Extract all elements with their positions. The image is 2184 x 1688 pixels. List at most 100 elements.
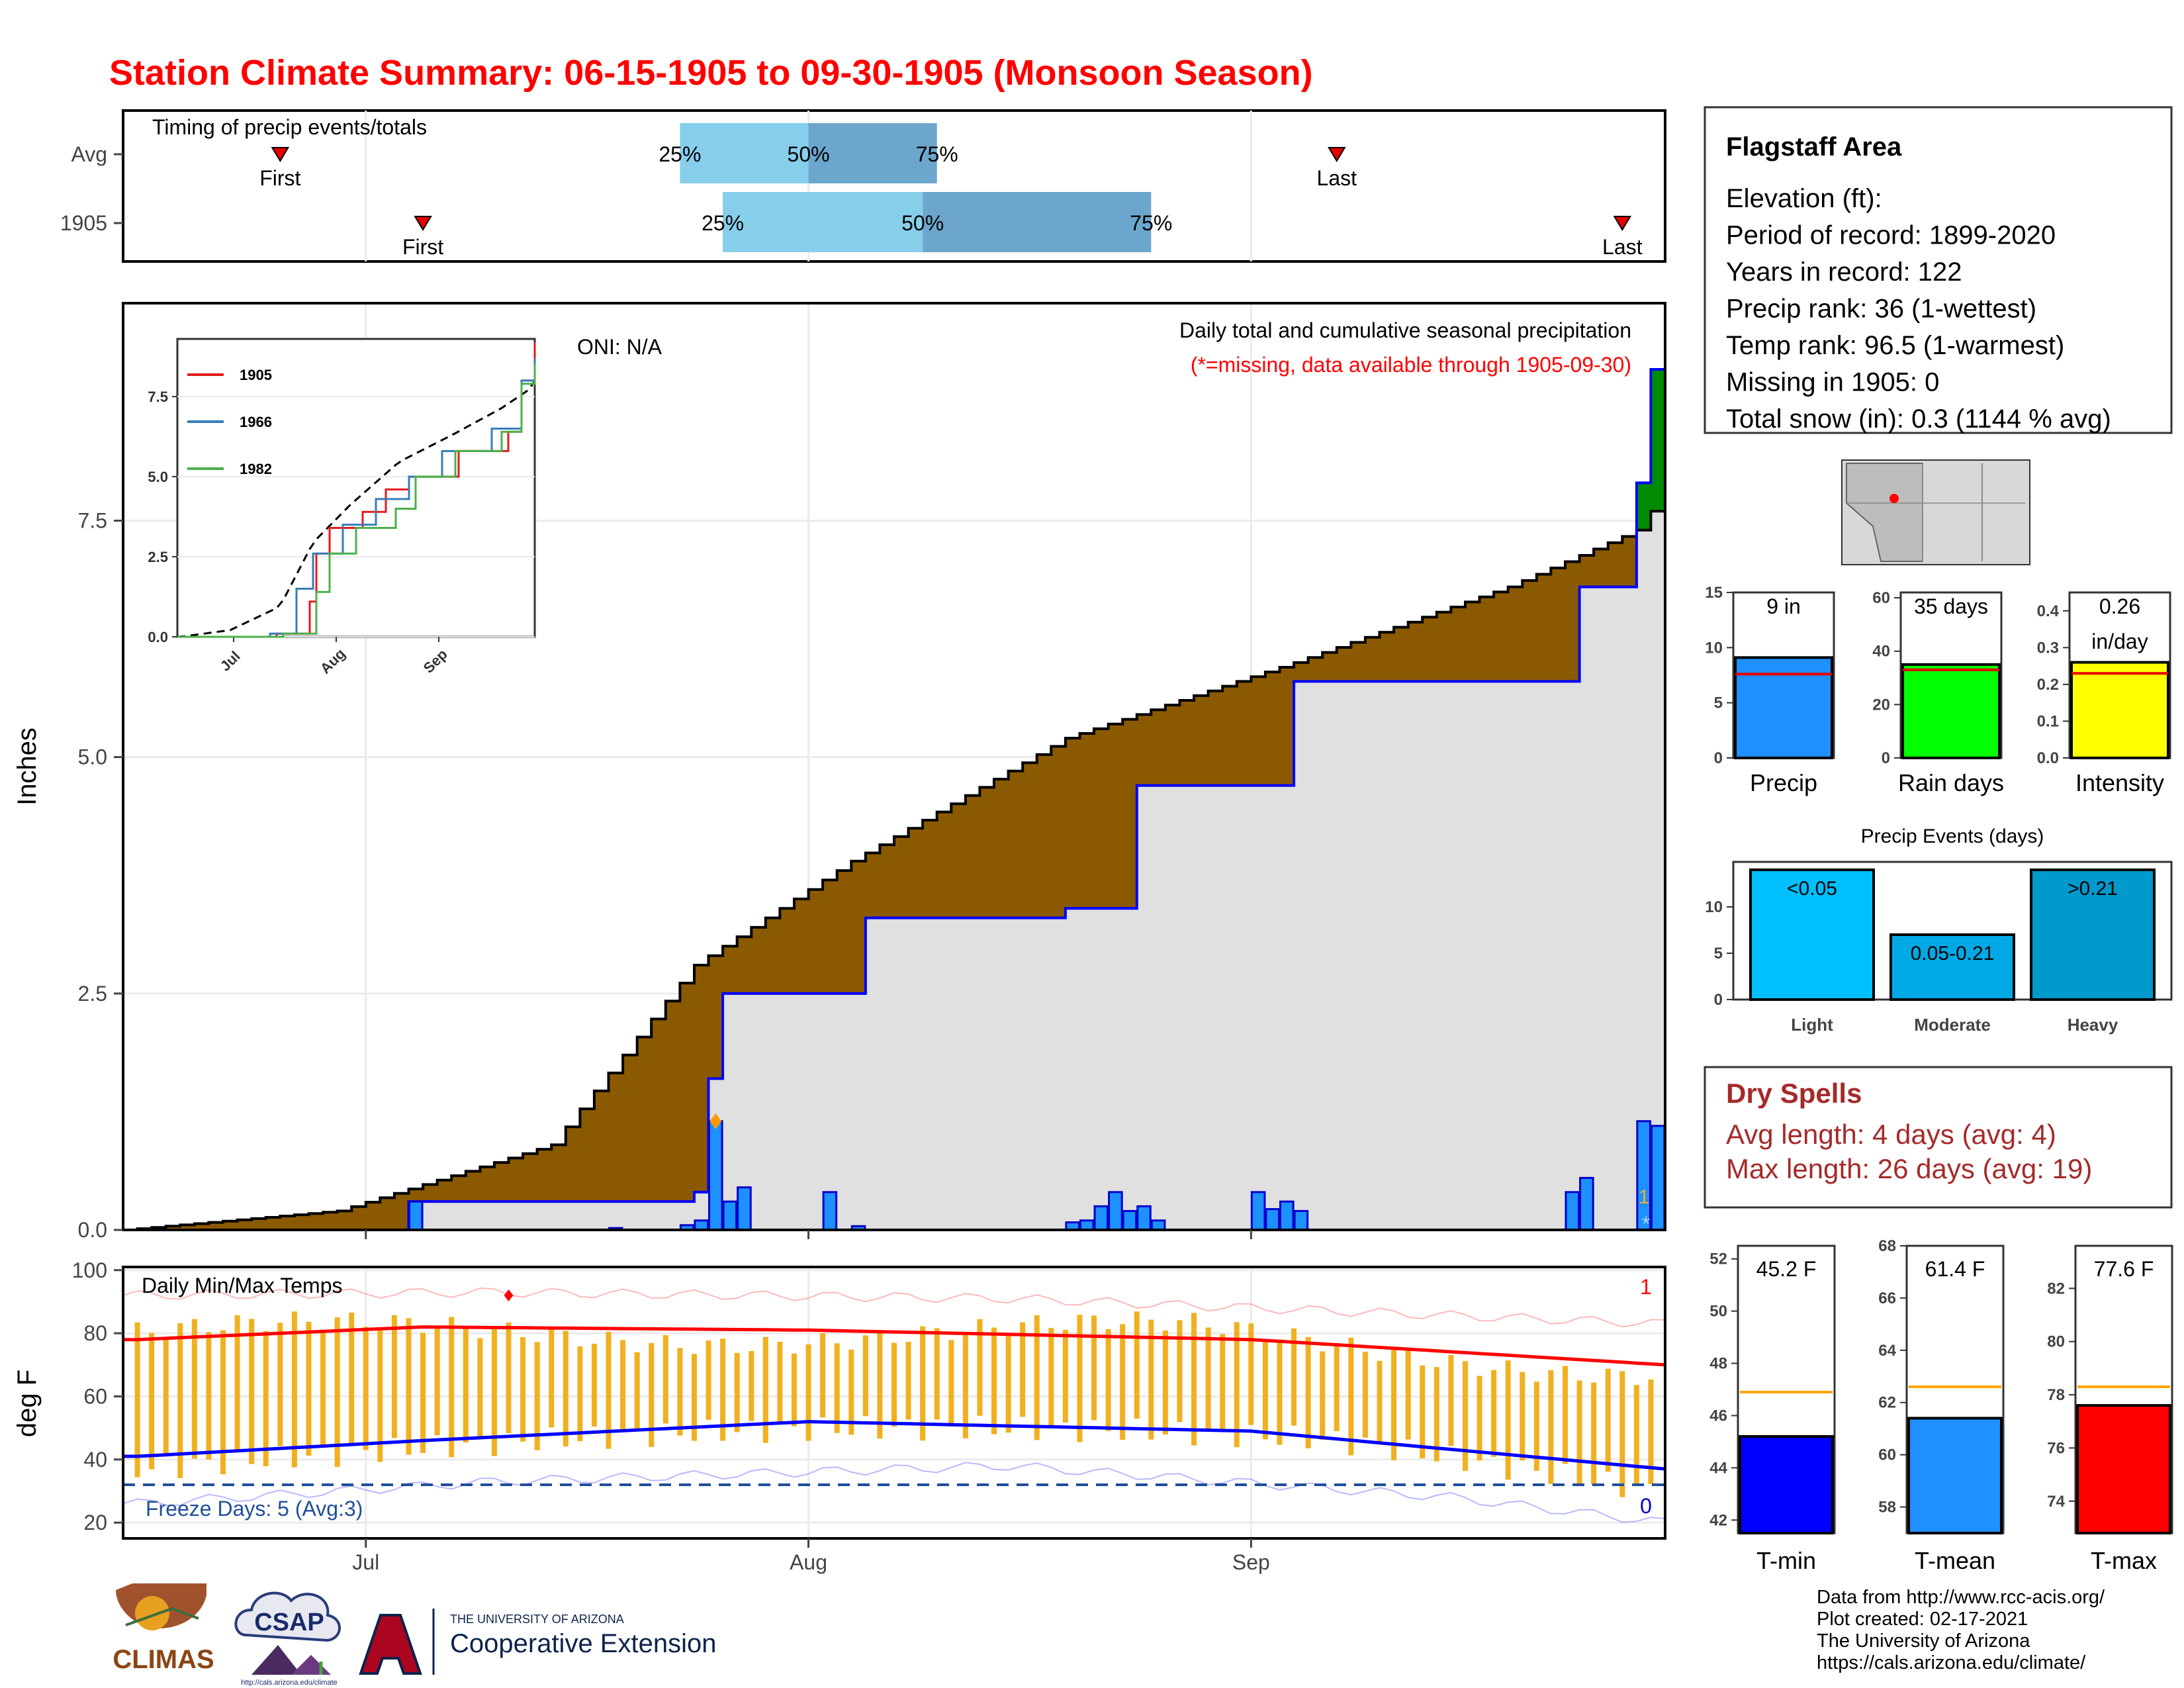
station-info-line: Years in record: 122: [1726, 258, 1962, 287]
missing-marker: *: [1642, 1212, 1650, 1236]
hot-count-label: 1: [1640, 1275, 1652, 1299]
daily-temp-bar: [734, 1352, 740, 1432]
timing-pct-label: 25%: [659, 142, 701, 166]
inset-y-tick-label: 5.0: [148, 469, 168, 485]
daily-temp-bar: [1591, 1382, 1597, 1485]
daily-temp-bar: [549, 1329, 555, 1428]
station-info-line: Temp rank: 96.5 (1-warmest): [1726, 331, 2064, 360]
mini-bar-y-tick-label: 40: [1872, 643, 1890, 661]
daily-temp-bar: [1091, 1315, 1097, 1421]
station-info-line: Missing in 1905: 0: [1726, 368, 1939, 397]
temp-y-tick-label: 60: [83, 1384, 107, 1408]
inset-series-line: [177, 358, 536, 638]
timing-panel-label: Timing of precip events/totals: [152, 115, 427, 139]
daily-temp-bar: [1048, 1328, 1054, 1426]
daily-temp-bar: [1420, 1365, 1426, 1459]
daily-temp-bar: [1177, 1320, 1183, 1423]
temp-summary-y-tick-label: 68: [1878, 1237, 1896, 1255]
csap-cloud-icon: [234, 1591, 341, 1642]
daily-temp-bar: [163, 1338, 169, 1457]
avg-cumulative-line: [123, 510, 1665, 1231]
inset-legend-label: 1966: [240, 414, 272, 430]
daily-temp-bar: [391, 1315, 397, 1438]
daily-temp-bar: [1162, 1330, 1168, 1434]
event-bar: [1749, 868, 1875, 1001]
temp-summary-y-tick-label: 78: [2047, 1386, 2065, 1404]
temp-panel-frame: [122, 1266, 1666, 1540]
daily-temp-bar: [1220, 1334, 1226, 1430]
daily-precip-bar: [1136, 1205, 1152, 1231]
daily-precip-bar: [822, 1191, 838, 1231]
csap-logo-text: CSAP: [254, 1609, 324, 1636]
station-info-box: [1704, 106, 2173, 434]
footer-line: Plot created: 02-17-2021: [1817, 1609, 2028, 1630]
temp-y-tick-label: 80: [83, 1321, 107, 1345]
observed-cumulative-area: [123, 369, 1665, 1230]
timing-box-25-50: [680, 123, 809, 183]
daily-temp-bar: [991, 1327, 997, 1434]
daily-temp-bar: [962, 1332, 968, 1438]
first-event-label: First: [402, 235, 443, 259]
inset-y-tick-label: 0.0: [148, 629, 168, 645]
mini-bar: [2070, 661, 2169, 759]
mini-bar-y-tick-label: 5: [1714, 694, 1723, 712]
last-event-label: Last: [1317, 166, 1357, 190]
daily-temp-bar: [291, 1311, 297, 1468]
daily-temp-bar: [920, 1326, 926, 1441]
daily-temp-bar: [948, 1340, 954, 1427]
daily-temp-bar: [249, 1319, 255, 1464]
daily-temp-bar: [1120, 1324, 1126, 1440]
mini-bar-value-label: in/day: [2091, 630, 2148, 653]
dry-spells-box: [1704, 1066, 2173, 1209]
temp-summary-y-tick-label: 58: [1878, 1499, 1896, 1517]
daily-temp-bar: [1334, 1344, 1340, 1431]
daily-precip-bar: [408, 1200, 424, 1231]
daily-temp-bar: [1348, 1337, 1354, 1456]
record-max-line: [122, 1287, 1666, 1328]
mini-bar-category-label: Precip: [1750, 769, 1817, 796]
daily-temp-bar: [1262, 1340, 1268, 1440]
daily-precip-bar: [737, 1186, 752, 1231]
ua-logo-icon: [359, 1614, 422, 1675]
mini-bar-y-tick-label: 15: [1705, 584, 1723, 602]
temp-summary-bar: [1739, 1435, 1834, 1534]
temp-y-tick-label: 100: [72, 1258, 107, 1282]
temp-summary-category-label: T-min: [1756, 1547, 1816, 1574]
daily-temp-bar: [649, 1342, 655, 1447]
station-name: Flagstaff Area: [1726, 132, 1902, 162]
daily-temp-bar: [349, 1312, 355, 1446]
event-category-label: Moderate: [1914, 1015, 1991, 1035]
daily-precip-bar: [1122, 1209, 1138, 1231]
daily-temp-bar: [234, 1315, 240, 1450]
daily-temp-bar: [691, 1354, 697, 1441]
temp-summary-value-label: 45.2 F: [1756, 1257, 1817, 1281]
daily-temp-bar: [791, 1353, 797, 1427]
temp-summary-y-tick-label: 52: [1709, 1250, 1727, 1268]
daily-temp-bar: [363, 1327, 369, 1450]
timing-box-25-50: [723, 192, 923, 252]
daily-temp-bar: [449, 1317, 455, 1458]
station-info-line: Total snow (in): 0.3 (1144 % avg): [1726, 404, 2111, 434]
inset-legend-label: 1982: [240, 461, 272, 477]
record-max-marker: [504, 1289, 514, 1301]
daily-temp-bar: [762, 1336, 768, 1443]
daily-temp-bar: [277, 1323, 283, 1446]
events-title: Precip Events (days): [1861, 825, 2044, 847]
daily-temp-bar: [534, 1342, 540, 1450]
event-bar: [1889, 933, 2015, 1001]
event-category-label: Light: [1791, 1015, 1833, 1035]
temp-summary-bar: [1907, 1417, 2003, 1534]
temp-y-tick-label: 20: [83, 1511, 107, 1534]
daily-temp-bar: [1234, 1322, 1240, 1448]
daily-temp-bar: [634, 1352, 640, 1430]
daily-temp-bar: [1633, 1385, 1639, 1484]
timing-pct-label: 50%: [788, 142, 830, 166]
above-average-area: [1636, 369, 1665, 530]
daily-precip-bar: [1150, 1219, 1166, 1231]
timing-pct-label: 75%: [916, 142, 958, 166]
first-event-marker: [271, 147, 290, 162]
daily-temp-bar: [1148, 1319, 1154, 1440]
daily-temp-bar: [591, 1343, 597, 1427]
timing-pct-label: 75%: [1130, 211, 1172, 235]
